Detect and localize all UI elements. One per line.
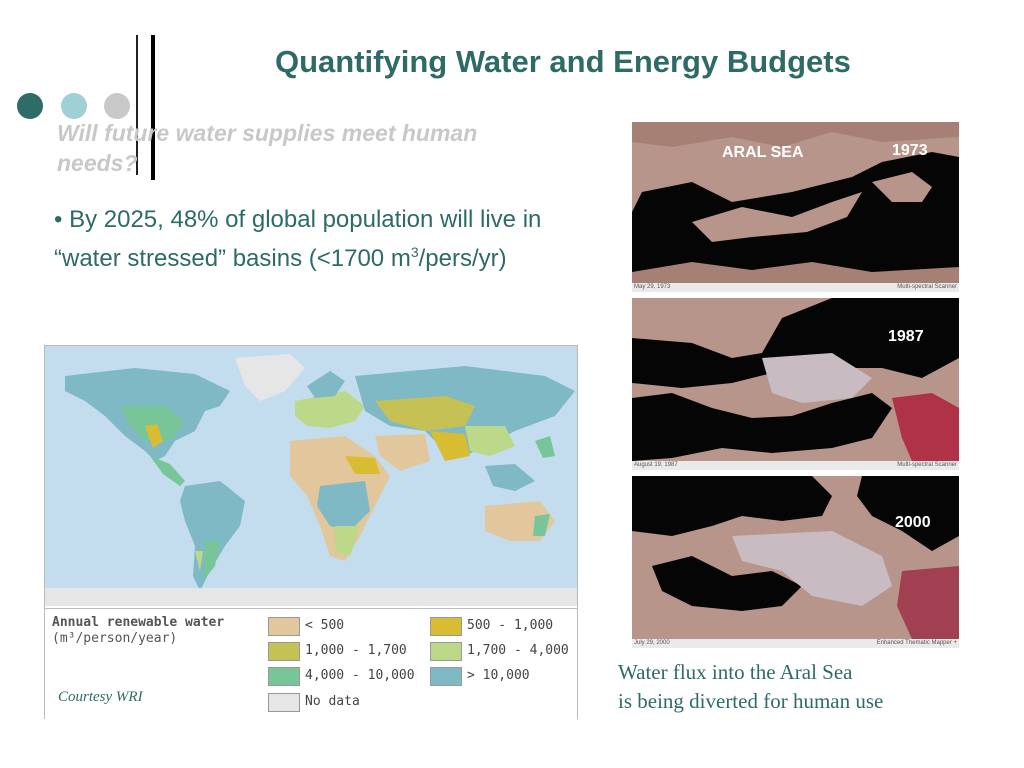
aral-sea-label: ARAL SEA [722, 144, 804, 161]
caption-line-1: Water flux into the Aral Sea [618, 660, 853, 684]
satellite-image-1973: ARAL SEA 1973 May 29, 1973 Multi-spectra… [632, 122, 959, 292]
bullet-point: • By 2025, 48% of global population will… [54, 204, 594, 275]
decor-dot-dark [17, 93, 43, 119]
world-water-map: Annual renewable water (m³/person/year) … [44, 345, 578, 719]
caption-line-2: is being diverted for human use [618, 689, 884, 713]
slide-title: Quantifying Water and Energy Budgets [275, 44, 851, 79]
satellite-graphic [632, 122, 959, 283]
year-label-1973: 1973 [892, 142, 928, 159]
legend-label: 1,000 - 1,700 [305, 643, 407, 658]
satellite-image-2000: 2000 July 29, 2000 Enhanced Thematic Map… [632, 476, 959, 648]
slide-subtitle: Will future water supplies meet human ne… [57, 120, 478, 176]
satellite-graphic [632, 476, 959, 639]
legend-title: Annual renewable water [52, 615, 225, 630]
decor-dot-light [61, 93, 87, 119]
legend-label: 1,700 - 4,000 [467, 643, 569, 658]
bullet-text-end: /pers/yr) [418, 245, 507, 272]
satellite-date: May 29, 1973 [634, 284, 671, 290]
map-credit: Courtesy WRI [58, 689, 143, 705]
legend-swatch [430, 667, 462, 686]
bullet-superscript: 3 [410, 244, 419, 260]
satellite-sensor: Enhanced Thematic Mapper + [876, 640, 957, 646]
satellite-date: July 29, 2000 [634, 640, 670, 646]
satellite-date: August 19, 1987 [634, 462, 678, 468]
satellite-graphic [632, 298, 959, 461]
legend-label: 500 - 1,000 [467, 618, 554, 633]
decor-dot-grey [104, 93, 130, 119]
legend-unit: (m³/person/year) [52, 631, 178, 646]
legend-label: No data [305, 694, 360, 709]
satellite-caption: August 19, 1987 Multi-spectral Scanner [632, 461, 959, 470]
satellite-caption: May 29, 1973 Multi-spectral Scanner [632, 283, 959, 292]
decor-dots [17, 93, 137, 123]
year-label-2000: 2000 [895, 514, 931, 531]
satellite-sensor: Multi-spectral Scanner [897, 462, 957, 468]
legend-label: < 500 [305, 618, 345, 633]
legend-swatch [430, 617, 462, 636]
aral-sea-caption: Water flux into the Aral Sea is being di… [618, 658, 1018, 716]
legend-swatch [268, 617, 300, 636]
legend-swatch [268, 642, 300, 661]
legend-swatch [268, 667, 300, 686]
year-label-1987: 1987 [888, 328, 924, 345]
legend-swatch [268, 693, 300, 712]
satellite-image-1987: 1987 August 19, 1987 Multi-spectral Scan… [632, 298, 959, 470]
bullet-text: • By 2025, 48% of global population will… [54, 206, 542, 272]
world-map-graphic [45, 346, 577, 606]
legend-label: 4,000 - 10,000 [305, 668, 415, 683]
map-legend: Annual renewable water (m³/person/year) … [45, 608, 577, 719]
satellite-caption: July 29, 2000 Enhanced Thematic Mapper + [632, 639, 959, 648]
legend-swatch [430, 642, 462, 661]
decor-line [136, 35, 138, 175]
legend-label: > 10,000 [467, 668, 530, 683]
map-image [45, 346, 577, 606]
satellite-sensor: Multi-spectral Scanner [897, 284, 957, 290]
decor-line-thick [151, 35, 155, 180]
